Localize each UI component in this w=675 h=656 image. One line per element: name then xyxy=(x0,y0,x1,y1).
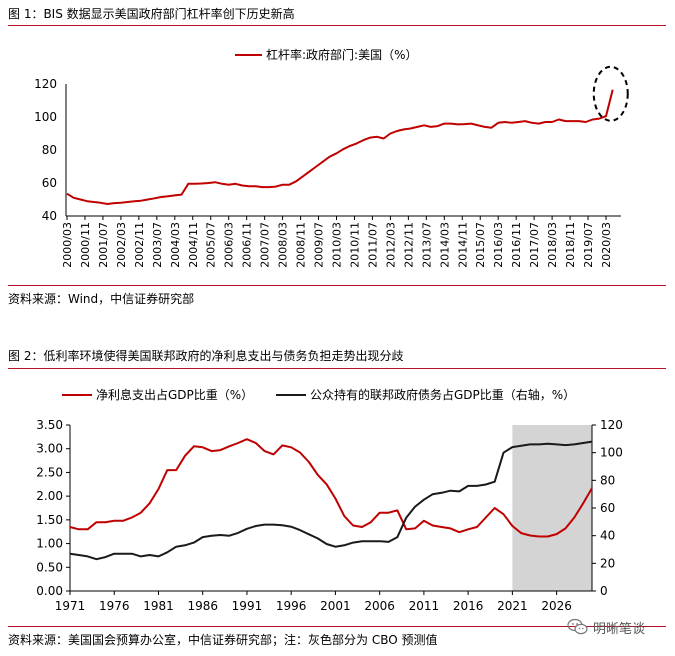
chart2-x-tick-label: 2006 xyxy=(364,599,395,613)
chart1: 40 60 80 100 120 2000/03 2000/11 2001/07 2002/03… xyxy=(34,47,629,268)
chart2-left-tick-label: 0.00 xyxy=(36,584,63,598)
chart1-x-tick-label: 2019/07 xyxy=(582,222,595,268)
chart2-legend-interest-label: 净利息支出占GDP比重（%） xyxy=(96,387,253,402)
chart1-x-tick-label: 2014/11 xyxy=(456,222,469,268)
chart2-right-tick-label: 100 xyxy=(600,446,623,460)
chart1-x-tick-label: 2016/03 xyxy=(492,222,505,268)
chart2-x-tick-label: 1971 xyxy=(55,599,86,613)
figure1-source: 资料来源：Wind，中信证券研究部 xyxy=(8,292,195,306)
chart1-x-tick-label: 2003/07 xyxy=(151,222,164,268)
chart2-x-tick-label: 2016 xyxy=(453,599,484,613)
chart2-forecast-region xyxy=(512,425,592,591)
chart1-legend-label: 杠杆率:政府部门:美国（%） xyxy=(266,47,418,62)
chart2-x-tick-label: 2021 xyxy=(497,599,528,613)
chart1-y-tick-label: 40 xyxy=(42,209,57,223)
watermark-text: 明晰笔谈 xyxy=(593,621,646,637)
chart2-x-tick-label: 2026 xyxy=(541,599,572,613)
chart1-x-tick-label: 2008/11 xyxy=(295,222,308,268)
chart2-left-tick-label: 0.50 xyxy=(36,560,63,574)
chart2-x-tick-label: 2011 xyxy=(409,599,440,613)
chart2-x-tick-label: 2001 xyxy=(320,599,351,613)
chart1-x-tick-label: 2008/03 xyxy=(277,222,290,268)
chart2-legend-debt-label: 公众持有的联邦政府债务占GDP比重（右轴，%） xyxy=(310,387,575,402)
wechat-icon xyxy=(567,618,588,635)
chart2-series-debt-line xyxy=(69,440,593,561)
chart2-right-tick-label: 60 xyxy=(600,501,615,515)
chart1-y-tick-label: 100 xyxy=(34,110,57,124)
chart2-x-tick-label: 1976 xyxy=(99,599,130,613)
chart2-x-tick-label: 1986 xyxy=(187,599,218,613)
chart2-left-tick-label: 1.50 xyxy=(36,513,63,527)
chart1-x-tick-label: 2000/11 xyxy=(79,222,92,268)
figure1-title: 图 1：BIS 数据显示美国政府部门杠杆率创下历史新高 xyxy=(8,7,295,21)
chart1-x-tick-label: 2007/07 xyxy=(259,222,272,268)
chart2-left-tick-label: 1.00 xyxy=(36,537,63,551)
chart1-x-tick-label: 2010/03 xyxy=(331,222,344,268)
chart1-y-tick-label: 60 xyxy=(42,176,57,190)
figure2-source-rule xyxy=(8,626,666,627)
chart1-x-tick-label: 2011/07 xyxy=(366,222,379,268)
figure1-source-rule xyxy=(8,285,666,286)
chart2-left-tick-label: 3.00 xyxy=(36,442,63,456)
figure2-source: 资料来源：美国国会预算办公室，中信证券研究部；注：灰色部分为 CBO 预测值 xyxy=(8,633,438,647)
chart2-series-interest-line xyxy=(69,438,593,538)
chart2-left-tick-label: 2.50 xyxy=(36,465,63,479)
chart1-y-tick-label: 80 xyxy=(42,143,57,157)
chart1-x-tick-label: 2015/07 xyxy=(474,222,487,268)
chart2-right-tick-label: 80 xyxy=(600,473,615,487)
chart2-right-tick-label: 120 xyxy=(600,418,623,432)
chart2-right-tick-label: 20 xyxy=(600,556,615,570)
chart2-x-tick-label: 1996 xyxy=(276,599,307,613)
figure1-title-rule xyxy=(8,25,666,26)
chart1-x-tick-label: 2004/11 xyxy=(187,222,200,268)
chart2-left-tick-label: 3.50 xyxy=(36,418,63,432)
chart1-x-tick-label: 2013/07 xyxy=(420,222,433,268)
chart1-x-tick-label: 2017/07 xyxy=(528,222,541,268)
chart1-series-line xyxy=(66,89,614,205)
chart1-x-tick-label: 2006/03 xyxy=(223,222,236,268)
figure2-title: 图 2：低利率环境使得美国联邦政府的净利息支出与债务负担走势出现分歧 xyxy=(8,349,404,363)
chart1-x-tick-label: 2012/11 xyxy=(402,222,415,268)
chart1-x-tick-label: 2018/11 xyxy=(564,222,577,268)
chart1-x-tick-label: 2004/03 xyxy=(169,222,182,268)
figure2-title-rule xyxy=(8,368,666,369)
chart2-right-tick-label: 0 xyxy=(600,584,608,598)
chart1-x-tick-label: 2006/11 xyxy=(241,222,254,268)
chart1-x-tick-label: 2000/03 xyxy=(61,222,74,268)
chart1-x-tick-label: 2020/03 xyxy=(600,222,613,268)
chart1-y-tick-label: 120 xyxy=(34,77,57,91)
chart1-x-tick-label: 2001/07 xyxy=(97,222,110,268)
chart1-x-tick-label: 2014/03 xyxy=(438,222,451,268)
chart1-x-tick-label: 2005/07 xyxy=(205,222,218,268)
chart1-x-tick-label: 2018/03 xyxy=(546,222,559,268)
chart2: 0.00 0.50 1.00 1.50 2.00 2.50 3.00 3.50 0 20 40 60 8… xyxy=(36,387,623,613)
chart1-x-tick-label: 2002/03 xyxy=(115,222,128,268)
chart2-x-tick-label: 1981 xyxy=(143,599,174,613)
chart1-x-tick-label: 2016/11 xyxy=(510,222,523,268)
chart1-x-tick-label: 2010/11 xyxy=(348,222,361,268)
chart1-x-tick-label: 2002/11 xyxy=(133,222,146,268)
chart2-left-tick-label: 2.00 xyxy=(36,489,63,503)
chart1-x-tick-label: 2012/03 xyxy=(384,222,397,268)
chart2-x-tick-label: 1991 xyxy=(232,599,263,613)
chart2-right-tick-label: 40 xyxy=(600,529,615,543)
chart1-annotation-ellipse xyxy=(592,65,629,122)
chart1-x-tick-label: 2009/07 xyxy=(313,222,326,268)
watermark: 明晰笔谈 xyxy=(567,617,645,637)
